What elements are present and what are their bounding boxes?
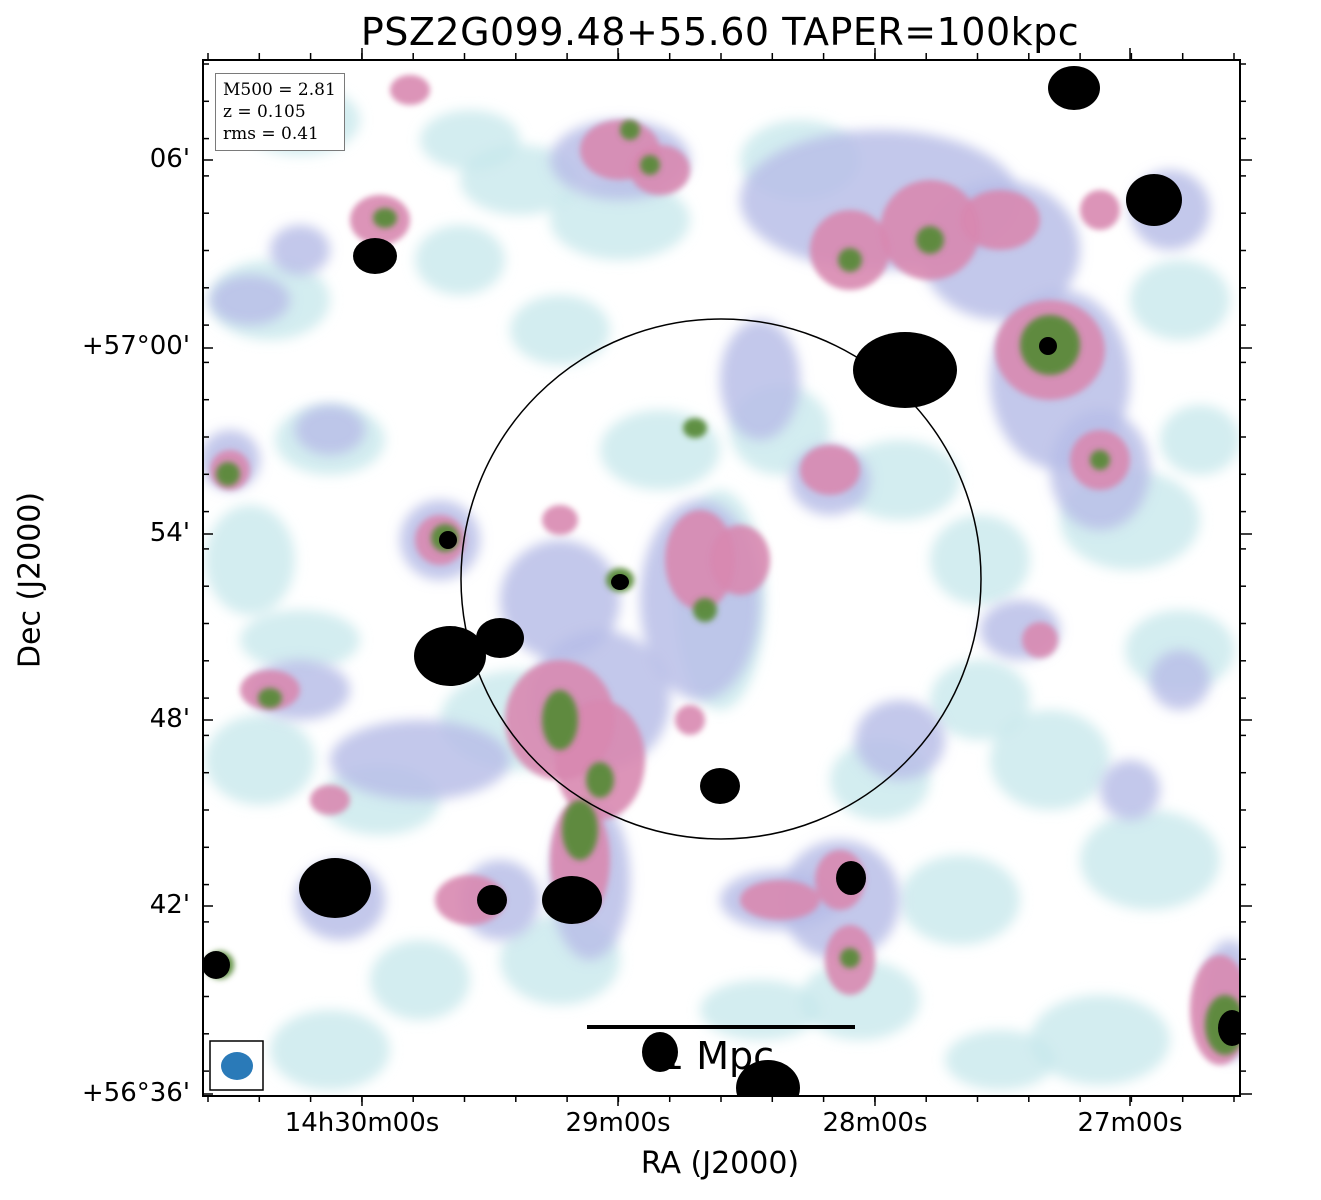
low-emission-blob (1150, 650, 1210, 710)
mid-emission-blob (960, 190, 1040, 250)
compact-source (439, 531, 457, 549)
faint-emission-blob (990, 710, 1110, 810)
low-emission-blob (855, 700, 945, 780)
faint-emission-blob (900, 855, 1020, 945)
high-emission-core (216, 462, 240, 486)
faint-emission-blob (240, 610, 360, 670)
low-emission-blob (210, 275, 290, 325)
ra-tick-label: 29m00s (565, 1108, 671, 1138)
faint-emission-blob (510, 295, 610, 365)
mid-emission-blob (542, 505, 578, 535)
mid-emission-blob (800, 445, 860, 495)
compact-source (414, 626, 486, 686)
mid-emission-blob (1080, 190, 1120, 230)
compact-source (1039, 337, 1057, 355)
compact-source (736, 1060, 800, 1096)
compact-source (299, 858, 371, 918)
faint-emission-blob (1080, 810, 1220, 910)
low-emission-blob (295, 405, 365, 455)
faint-emission-blob (945, 1030, 1055, 1090)
mid-emission-blob (675, 705, 705, 735)
compact-source (353, 238, 397, 274)
mid-emission-blob (740, 880, 820, 920)
mid-emission-blob (390, 75, 430, 105)
dec-tick-label: +56°36' (81, 1078, 190, 1108)
point-sources (203, 66, 1240, 1096)
high-emission-core (683, 418, 707, 438)
compact-source (476, 618, 524, 658)
compact-source (542, 876, 602, 924)
ra-tick-label: 14h30m00s (284, 1108, 440, 1138)
mid-emission-blob (310, 785, 350, 815)
redshift-text: z = 0.105 (223, 102, 306, 122)
dec-tick-label: 48' (149, 704, 190, 734)
faint-emission-blob (1160, 405, 1240, 475)
mid-emission-blob (630, 145, 690, 195)
beam-ellipse (221, 1052, 253, 1080)
rms-text: rms = 0.41 (223, 124, 319, 144)
dec-tick-label: +57°00' (81, 331, 190, 361)
faint-emission-blob (205, 715, 315, 805)
high-emission-core (640, 155, 660, 175)
dec-tick-label: 54' (149, 518, 190, 548)
faint-emission-blob (550, 180, 690, 260)
faint-emission-blob (370, 940, 470, 1020)
axis-ticks (203, 48, 1252, 1106)
compact-source (477, 885, 507, 915)
compact-source (700, 768, 740, 804)
scale-bar-label: 1 Mpc (660, 1034, 775, 1078)
compact-source (1218, 1010, 1240, 1046)
high-emission-core (542, 690, 578, 750)
ra-tick-label: 27m00s (1077, 1108, 1183, 1138)
mid-emission-blob (1022, 622, 1058, 658)
low-emission-blob (1100, 760, 1160, 820)
dec-tick-label: 42' (149, 890, 190, 920)
low-emission-blob (500, 540, 620, 660)
faint-emission-blob (700, 980, 820, 1040)
high-emission-core (838, 248, 862, 272)
high-emission-core (620, 120, 640, 140)
mid-emission-blob (710, 525, 770, 595)
m500-text: M500 = 2.81 (223, 80, 336, 100)
high-emission-core (586, 762, 614, 798)
high-emission-core (562, 800, 598, 860)
y-axis-label: Dec (J2000) (12, 491, 48, 669)
high-emission-core (916, 226, 944, 254)
compact-source (203, 951, 230, 979)
faint-emission-blob (840, 440, 960, 520)
faint-emission-blob (930, 660, 1030, 740)
cluster-info-box: M500 = 2.81 z = 0.105 rms = 0.41 (215, 73, 345, 151)
high-emission-core (258, 688, 282, 708)
ra-tick-label: 28m00s (822, 1108, 928, 1138)
low-emission-blob (720, 320, 800, 440)
dec-tick-label: 06' (149, 144, 190, 174)
high-emission-core (373, 208, 397, 228)
compact-source (836, 861, 866, 895)
compact-source (853, 332, 957, 408)
x-axis-label: RA (J2000) (640, 1146, 800, 1181)
compact-source (1048, 66, 1100, 110)
compact-source (1126, 174, 1182, 226)
compact-source (642, 1032, 678, 1072)
faint-emission-blob (460, 145, 580, 215)
compact-source (611, 574, 629, 590)
mid-emission-blob (555, 700, 645, 820)
mid-emission-blob (665, 510, 735, 610)
faint-emission-blob (1030, 995, 1170, 1085)
low-emission-blob (270, 225, 330, 275)
figure-title: PSZ2G099.48+55.60 TAPER=100kpc (360, 10, 1080, 54)
high-emission-core (693, 598, 717, 622)
faint-emission-blob (415, 225, 505, 295)
high-emission-core (840, 948, 860, 968)
faint-emission-blob (1130, 260, 1230, 340)
cluster-r500-circle (460, 318, 982, 840)
high-emission-core (1090, 450, 1110, 470)
low-emission-blob (330, 720, 510, 800)
faint-emission-blob (270, 1010, 390, 1090)
faint-emission-blob (205, 505, 295, 615)
